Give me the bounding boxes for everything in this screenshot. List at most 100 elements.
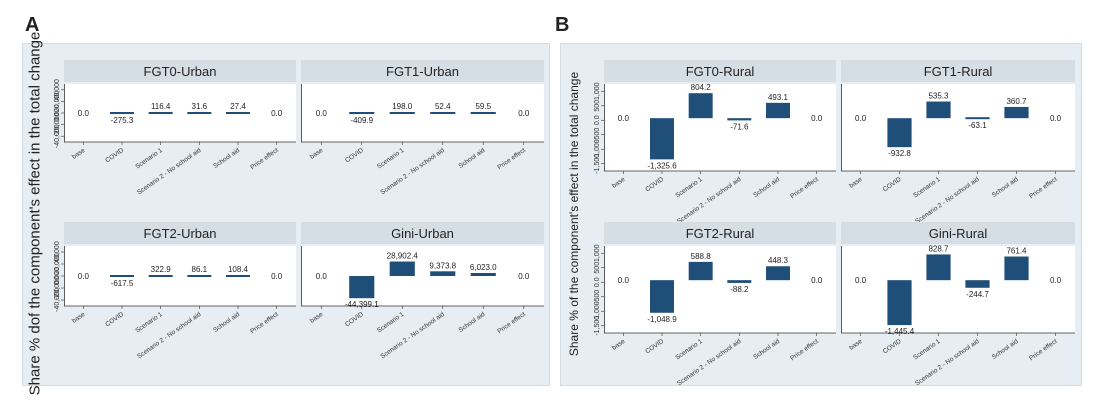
data-label: 31.6 — [192, 102, 208, 111]
bar — [688, 93, 713, 119]
plot-area — [841, 84, 1075, 171]
panel-a-y-axis-title: Share % dof the component's effect in th… — [26, 31, 44, 396]
bar — [110, 112, 134, 114]
x-tick-label: Price effect — [496, 311, 527, 335]
data-label: 198.0 — [392, 102, 413, 111]
bar — [110, 275, 134, 277]
y-tick-label: 1,000 — [594, 82, 601, 100]
data-label: -44,399.1 — [345, 300, 379, 309]
bar — [470, 272, 496, 276]
y-tick-label: -1,000 — [594, 139, 601, 159]
subchart-3: Gini-Urban 0.0 base -44,399.1 COVID 28,902.4 S… — [301, 222, 544, 360]
x-tick-label: Scenario 1 — [376, 147, 406, 171]
data-label: 6,023.0 — [470, 263, 497, 272]
data-label: 493.1 — [768, 93, 789, 102]
subchart-2: FGT2-Urban -40,000-20,0000.00020,00040,00… — [54, 222, 296, 360]
x-tick-label: Scenario 2 - No school aid — [676, 176, 743, 226]
data-label: 59.5 — [475, 102, 491, 111]
bar — [887, 118, 912, 148]
y-tick-label: 20,000 — [54, 91, 61, 113]
bar — [430, 271, 456, 276]
y-tick-label: -500 — [594, 128, 601, 142]
bar — [650, 118, 674, 160]
panel-b-y-axis-title: Share % of the component's effect in the… — [567, 71, 582, 356]
data-label: 804.2 — [691, 83, 712, 92]
subchart-title-strip — [841, 222, 1075, 244]
x-tick-label: Price effect — [249, 311, 280, 335]
y-tick-label: -40,000 — [54, 124, 61, 148]
x-tick-label: COVID — [344, 311, 365, 329]
x-tick-label: School aid — [458, 147, 487, 170]
data-label: 0.0 — [811, 114, 823, 123]
x-tick-label: Scenario 1 — [674, 176, 704, 200]
bar — [389, 261, 415, 276]
y-tick-label: -20,000 — [54, 113, 61, 137]
data-label: 448.3 — [768, 256, 789, 265]
subchart-title-strip — [604, 60, 836, 82]
panel-b-label: B — [555, 14, 570, 36]
data-label: -1,325.6 — [647, 161, 677, 170]
x-tick-label: Scenario 1 — [134, 311, 164, 335]
data-label: 322.9 — [151, 265, 172, 274]
data-label: 0.0 — [855, 276, 867, 285]
x-tick-label: School aid — [991, 338, 1020, 361]
data-label: 0.0 — [618, 114, 630, 123]
data-label: 0.0 — [618, 276, 630, 285]
data-label: 761.4 — [1006, 247, 1027, 256]
data-label: -617.5 — [111, 279, 134, 288]
bar — [470, 112, 496, 114]
x-tick-label: COVID — [882, 176, 903, 194]
y-tick-label: 0.0 — [594, 277, 601, 287]
x-tick-label: Price effect — [249, 147, 280, 171]
data-label: -409.9 — [350, 116, 373, 125]
x-tick-label: base — [611, 176, 627, 190]
bar — [349, 112, 375, 114]
y-tick-label: 500 — [594, 262, 601, 274]
x-tick-label: Scenario 1 — [912, 338, 942, 362]
panel-a-label: A — [25, 14, 40, 36]
data-label: 588.8 — [691, 252, 712, 261]
data-label: -88.2 — [730, 285, 749, 294]
subchart-title: FGT0-Rural — [686, 64, 755, 79]
x-tick-label: Price effect — [496, 147, 527, 171]
x-tick-label: School aid — [212, 311, 241, 334]
x-tick-label: Price effect — [789, 338, 820, 362]
data-label: -244.7 — [966, 290, 989, 299]
data-label: 0.0 — [78, 272, 90, 281]
bar — [650, 280, 674, 313]
data-label: 0.0 — [316, 272, 328, 281]
plot-area — [604, 84, 836, 171]
y-tick-label: 0.0 — [594, 115, 601, 125]
x-tick-label: School aid — [752, 338, 781, 361]
bar — [766, 266, 790, 281]
x-tick-label: COVID — [104, 147, 125, 165]
subchart-title-strip — [301, 222, 544, 244]
data-label: 86.1 — [192, 265, 208, 274]
bar — [965, 280, 990, 288]
x-tick-label: COVID — [344, 147, 365, 165]
subchart-title-strip — [604, 222, 836, 244]
data-label: 828.7 — [928, 244, 949, 253]
subchart-title-strip — [301, 60, 544, 82]
data-label: 0.0 — [518, 109, 530, 118]
data-label: 0.0 — [271, 109, 283, 118]
y-tick-label: -1,000 — [594, 301, 601, 321]
x-tick-label: COVID — [644, 176, 665, 194]
y-tick-label: 0.000 — [54, 104, 61, 122]
data-label: -275.3 — [111, 116, 134, 125]
x-tick-label: Scenario 2 - No school aid — [676, 338, 743, 388]
plot-area — [841, 246, 1075, 333]
x-tick-label: Scenario 1 — [134, 147, 164, 171]
x-tick-label: base — [309, 311, 325, 325]
subchart-title: FGT1-Rural — [924, 64, 993, 79]
bar — [349, 276, 375, 299]
bar — [148, 275, 173, 277]
bar — [727, 118, 752, 121]
subchart-0: FGT0-Urban -40,000-20,0000.00020,00040,00… — [54, 60, 296, 196]
x-tick-label: Scenario 1 — [912, 176, 942, 200]
plot-area — [64, 246, 296, 306]
data-label: 9,373.8 — [429, 261, 456, 270]
bar — [1004, 106, 1029, 119]
y-tick-label: 20,000 — [54, 253, 61, 275]
